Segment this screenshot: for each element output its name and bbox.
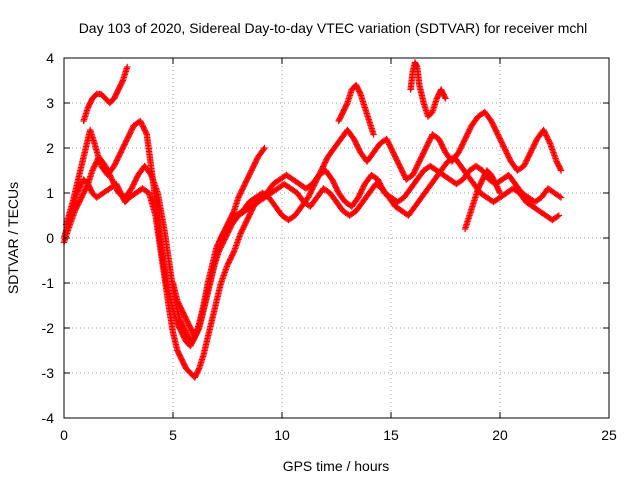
x-tick-label: 5 [169,427,177,443]
data-point [124,63,131,71]
data-point [142,129,150,137]
y-tick-label: 4 [46,50,54,66]
data-point [147,170,154,177]
y-tick-label: -1 [42,275,55,291]
y-axis-label: SDTVAR / TECUs [5,182,21,294]
data-point [343,101,350,108]
y-tick-label: -2 [42,320,55,336]
x-tick-label: 15 [383,427,399,443]
data-point [230,249,237,257]
data-point [84,182,91,189]
data-point [555,212,563,219]
data-points [60,59,565,381]
data-point [119,78,126,85]
data-point [557,167,565,174]
x-tick-label: 20 [492,427,508,443]
chart-title: Day 103 of 2020, Sidereal Day-to-day VTE… [79,20,588,36]
data-point [554,213,561,220]
y-tick-label: 3 [46,95,54,111]
data-point [260,146,267,153]
data-point [370,131,377,138]
y-tick-label: -4 [42,410,55,426]
data-point [557,194,565,201]
data-point [441,94,449,101]
y-tick-label: 2 [46,140,54,156]
data-point [261,144,268,152]
x-axis-label: GPS time / hours [283,458,390,474]
data-point [195,366,202,373]
y-tick-label: -3 [42,365,55,381]
x-tick-label: 10 [274,427,290,443]
data-point [557,166,564,173]
data-point [556,193,563,200]
data-point [496,188,503,195]
x-tick-label: 25 [601,427,617,443]
data-point [442,95,449,102]
y-tick-label: 0 [46,230,54,246]
axis-ticks: 0 5 10 15 20 25 -4 -3 -2 -1 0 1 2 3 4 [42,50,617,443]
data-point [496,189,504,197]
x-tick-label: 0 [60,427,68,443]
data-point [546,138,553,146]
y-tick-label: 1 [46,185,54,201]
data-point [356,89,364,96]
data-point [195,326,202,333]
data-point [230,209,237,216]
